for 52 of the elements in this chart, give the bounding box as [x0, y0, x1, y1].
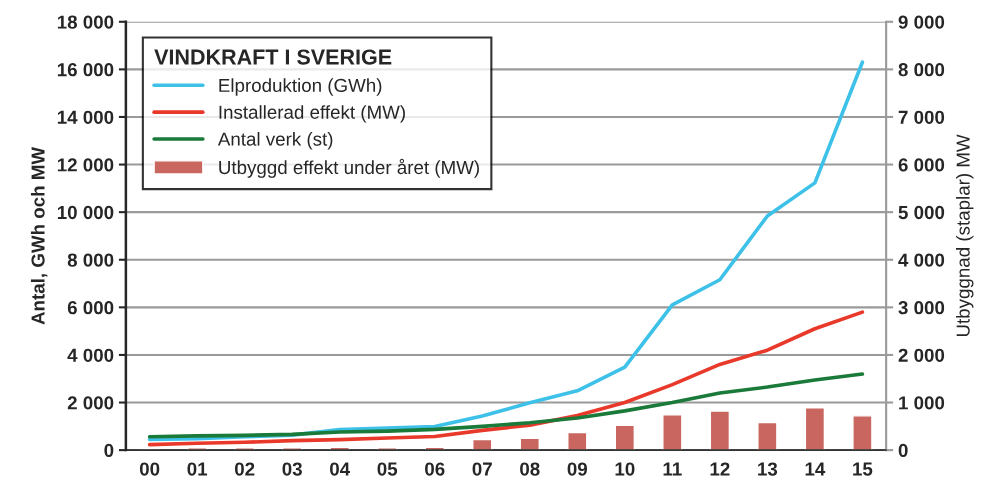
y2-tick-label: 6 000: [898, 158, 945, 172]
line-series: [147, 310, 865, 447]
y2-tick-label: 8 000: [898, 63, 945, 77]
legend-label: Installerad effekt (MW): [219, 105, 405, 123]
y-tick-label: 14 000: [57, 110, 114, 124]
y-tick-label: 2 000: [67, 396, 114, 410]
line-series: [147, 372, 865, 439]
y2-tick-label: 1 000: [899, 396, 945, 410]
x-tick-label: 10: [615, 462, 635, 476]
legend-label: Antal verk (st): [217, 131, 333, 150]
y2-axis-title: Utbyggnad (staplar) MW: [955, 134, 974, 337]
x-tick-label: 12: [710, 462, 730, 476]
y2-tick-label: 4 000: [898, 253, 945, 267]
x-tick-label: 02: [234, 462, 255, 476]
y-tick-label: 10 000: [57, 205, 114, 220]
x-tick-label: 15: [853, 462, 873, 476]
x-tick-label: 13: [758, 462, 778, 476]
legend-label: Utbyggd effekt under året (MW): [219, 158, 479, 178]
y-tick-label: 8 000: [67, 253, 114, 267]
legend-label: Elproduktion (GWh): [219, 78, 382, 96]
y2-tick-label: 3 000: [898, 301, 945, 315]
x-tick-label: 01: [187, 462, 208, 476]
x-tick-label: 00: [139, 462, 160, 476]
x-tick-label: 08: [520, 462, 540, 476]
x-tick-label: 03: [282, 462, 302, 476]
bar: [804, 407, 826, 451]
x-tick-label: 07: [472, 462, 492, 476]
y-tick-label: 6 000: [67, 301, 114, 315]
y2-tick-label: 7 000: [898, 110, 945, 124]
x-tick-label: 04: [330, 462, 351, 476]
y-tick-label: 0: [104, 443, 114, 458]
y-tick-label: 4 000: [67, 348, 114, 362]
x-tick-label: 06: [425, 462, 445, 476]
x-tick-label: 05: [377, 462, 398, 476]
legend-title: VINDKRAFT I SVERIGE: [154, 49, 392, 65]
y2-tick-label: 2 000: [898, 348, 945, 362]
x-tick-label: 11: [663, 462, 682, 476]
y-axis-title: Antal, GWh och MW: [30, 146, 48, 325]
bar: [567, 431, 588, 451]
y2-tick-label: 9 000: [898, 15, 945, 29]
y-tick-label: 16 000: [57, 63, 114, 77]
y2-tick-label: 0: [898, 443, 908, 458]
bar: [757, 421, 778, 451]
y-tick-label: 12 000: [57, 158, 114, 172]
x-tick-label: 09: [567, 462, 588, 476]
bar: [709, 410, 731, 451]
bar: [852, 415, 873, 451]
y-tick-label: 18 000: [57, 15, 114, 29]
x-tick-label: 14: [805, 462, 826, 476]
bar: [662, 414, 683, 451]
y2-tick-label: 5 000: [898, 205, 945, 220]
bar: [614, 424, 636, 451]
